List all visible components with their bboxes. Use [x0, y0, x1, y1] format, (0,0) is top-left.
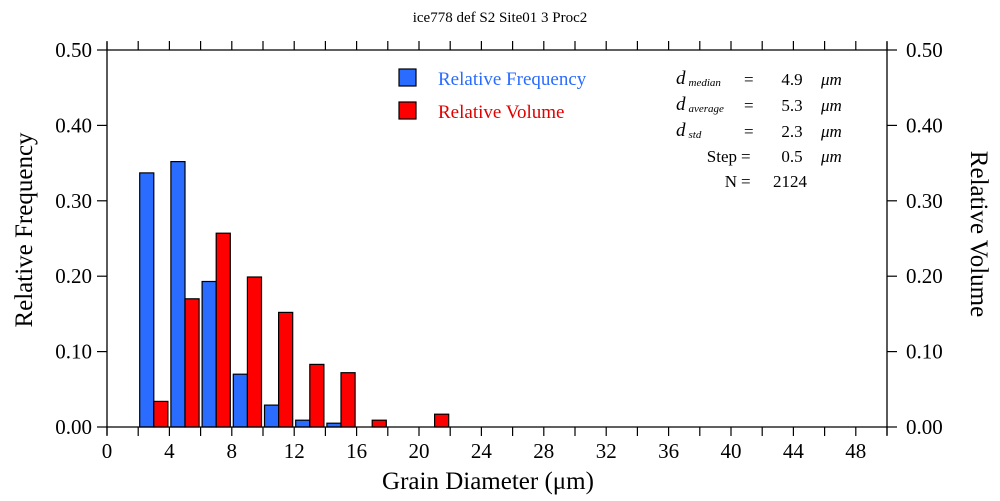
- bar-relative-frequency: [295, 419, 311, 428]
- bar-relative-frequency: [139, 172, 155, 428]
- stat-n: N = 2124: [725, 172, 808, 191]
- stat-sub: average: [689, 103, 725, 115]
- y-tick-label-left: 0.00: [55, 415, 92, 439]
- y-tick-label-left: 0.20: [55, 264, 92, 288]
- bar-relative-frequency: [170, 161, 186, 428]
- bar-relative-volume: [309, 363, 325, 428]
- y-tick-label-right: 0.30: [906, 189, 943, 213]
- x-tick-label: 16: [346, 439, 367, 463]
- y-tick-label-left: 0.50: [55, 38, 92, 62]
- y-tick-label-right: 0.40: [906, 113, 943, 137]
- bar-relative-volume: [278, 311, 294, 428]
- x-axis-label: Grain Diameter (μm): [382, 468, 594, 495]
- bar-relative-frequency: [263, 404, 280, 428]
- y-tick-label-right: 0.50: [906, 38, 943, 62]
- x-tick-label: 32: [596, 439, 617, 463]
- bar-relative-volume: [340, 372, 356, 428]
- stat-value: 0.5: [781, 147, 802, 166]
- legend-item-frequency: Relative Frequency: [398, 68, 587, 90]
- stat-unit: μm: [820, 122, 842, 141]
- bar-relative-volume: [153, 400, 169, 428]
- stat-sub: std: [689, 129, 702, 141]
- bar-relative-volume: [371, 419, 387, 428]
- x-tick-label: 4: [164, 439, 175, 463]
- bar-relative-volume: [246, 276, 263, 428]
- stat-std: d std = 2.3 μm: [676, 120, 842, 141]
- bar-relative-frequency: [232, 373, 249, 428]
- stat-symbol: d: [676, 68, 686, 89]
- stat-unit: μm: [820, 96, 842, 115]
- stat-value: 4.9: [781, 70, 802, 89]
- stat-step: Step = 0.5 μm: [707, 147, 842, 166]
- x-tick-label: 20: [409, 439, 430, 463]
- legend-swatch-frequency: [398, 68, 417, 87]
- x-tick-label: 0: [102, 439, 113, 463]
- stat-eq: =: [744, 122, 754, 141]
- stat-symbol: d: [676, 94, 686, 115]
- stats-panel: d median = 4.9 μm d average = 5.3 μm d std …: [676, 68, 842, 191]
- bar-relative-volume: [184, 298, 200, 428]
- stat-value: 2124: [773, 172, 808, 191]
- stat-unit: μm: [820, 147, 842, 166]
- x-tick-label: 12: [284, 439, 305, 463]
- x-tick-label: 8: [227, 439, 238, 463]
- y-axis-label-left: Relative Frequency: [11, 132, 38, 328]
- stat-value: 5.3: [781, 96, 802, 115]
- stat-median: d median = 4.9 μm: [676, 68, 842, 89]
- stat-eq: =: [741, 172, 751, 191]
- x-tick-label: 28: [533, 439, 554, 463]
- y-axis-label-right: Relative Volume: [965, 151, 992, 317]
- stat-eq: =: [744, 70, 754, 89]
- x-tick-label: 24: [471, 439, 493, 463]
- legend-label-frequency: Relative Frequency: [438, 69, 587, 90]
- y-tick-label-left: 0.40: [55, 113, 92, 137]
- x-tick-label: 36: [658, 439, 679, 463]
- stat-eq: =: [744, 96, 754, 115]
- stat-symbol: N: [725, 172, 737, 191]
- stat-unit: μm: [820, 70, 842, 89]
- legend: Relative Frequency Relative Volume: [398, 68, 587, 123]
- legend-label-volume: Relative Volume: [438, 102, 564, 123]
- x-ticks: 0 4 8 12 16 20 24 28 32 36 40 44 48: [102, 41, 888, 463]
- bar-relative-volume: [215, 232, 231, 428]
- bar-relative-volume: [434, 413, 450, 428]
- stat-value: 2.3: [781, 122, 802, 141]
- y-tick-label-right: 0.00: [906, 415, 943, 439]
- y-tick-label-right: 0.10: [906, 340, 943, 364]
- legend-item-volume: Relative Volume: [398, 101, 564, 123]
- x-tick-label: 40: [721, 439, 742, 463]
- y-tick-label-left: 0.10: [55, 340, 92, 364]
- y-tick-label-left: 0.30: [55, 189, 92, 213]
- stat-sub: median: [689, 77, 722, 89]
- y-ticks: 0.00 0.00 0.10 0.10 0.20 0.20 0.30 0.30 0.40 0.40…: [55, 38, 943, 439]
- stat-average: d average = 5.3 μm: [676, 94, 842, 115]
- bar-relative-frequency: [201, 280, 217, 428]
- stat-symbol: Step: [707, 147, 737, 166]
- legend-swatch-volume: [398, 101, 417, 120]
- chart-title: ice778 def S2 Site01 3 Proc2: [413, 10, 588, 26]
- y-tick-label-right: 0.20: [906, 264, 943, 288]
- x-tick-label: 48: [845, 439, 866, 463]
- stat-symbol: d: [676, 120, 686, 141]
- axes-group: [106, 42, 888, 435]
- x-tick-label: 44: [783, 439, 805, 463]
- bars-group: [139, 161, 450, 428]
- stat-eq: =: [741, 147, 751, 166]
